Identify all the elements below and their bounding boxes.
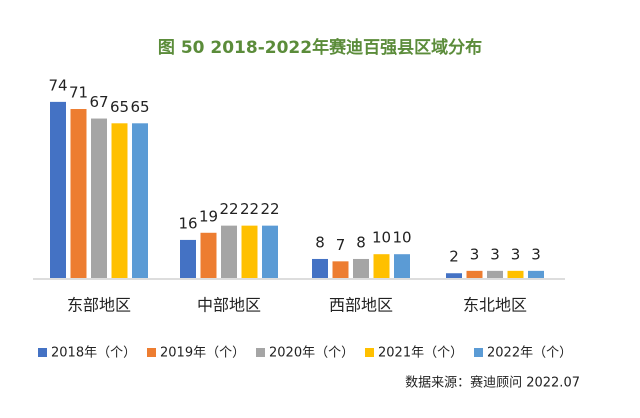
legend-label: 2019年（个） [160, 346, 245, 361]
data-label: 16 [178, 214, 197, 232]
data-label: 22 [219, 200, 238, 218]
x-tick-label: 东部地区 [67, 296, 131, 315]
data-label: 10 [392, 229, 411, 247]
data-label: 3 [490, 245, 500, 263]
bar [91, 118, 107, 278]
data-label: 3 [531, 245, 541, 263]
bar [312, 258, 328, 278]
data-label: 8 [315, 233, 325, 251]
data-label: 19 [199, 207, 218, 225]
data-label: 8 [356, 233, 366, 251]
data-label: 3 [511, 245, 521, 263]
bar [507, 270, 524, 278]
data-label: 2 [449, 248, 459, 266]
bar [332, 261, 349, 278]
bar [373, 254, 390, 278]
x-tick-label: 东北地区 [463, 296, 527, 315]
data-label: 3 [470, 245, 480, 263]
legend-swatch [474, 348, 483, 357]
bar [466, 270, 483, 278]
data-label: 65 [130, 98, 149, 116]
data-label: 65 [110, 98, 129, 116]
source-note: 数据来源：赛迪顾问 2022.07 [405, 375, 580, 391]
legend-swatch [147, 348, 156, 357]
data-label: 22 [260, 200, 279, 218]
bar [132, 123, 148, 278]
bar [70, 109, 87, 279]
bar [353, 258, 369, 278]
chart-title: 图 50 2018-2022年赛迪百强县区域分布 [158, 37, 482, 58]
legend-swatch [365, 348, 374, 357]
legend-swatch [256, 348, 265, 357]
bar [262, 225, 278, 278]
bar [394, 254, 410, 278]
legend-label: 2020年（个） [269, 346, 354, 361]
bar [487, 270, 503, 278]
bar [180, 239, 196, 278]
bar [241, 225, 258, 278]
legend-swatch [38, 348, 47, 357]
legend-label: 2022年（个） [487, 346, 572, 361]
data-label: 22 [240, 200, 259, 218]
data-label: 71 [69, 84, 88, 102]
data-label: 67 [89, 93, 108, 111]
bar [528, 270, 544, 278]
bar [200, 232, 217, 278]
data-label: 10 [372, 229, 391, 247]
bar [111, 123, 128, 278]
legend-label: 2021年（个） [378, 346, 463, 361]
bar [221, 225, 237, 278]
data-label: 74 [48, 76, 67, 94]
bar [50, 101, 66, 278]
x-tick-label: 中部地区 [197, 296, 261, 315]
data-label: 7 [336, 236, 346, 254]
bar [446, 273, 462, 278]
legend-label: 2018年（个） [51, 346, 136, 361]
x-tick-label: 西部地区 [329, 296, 393, 315]
